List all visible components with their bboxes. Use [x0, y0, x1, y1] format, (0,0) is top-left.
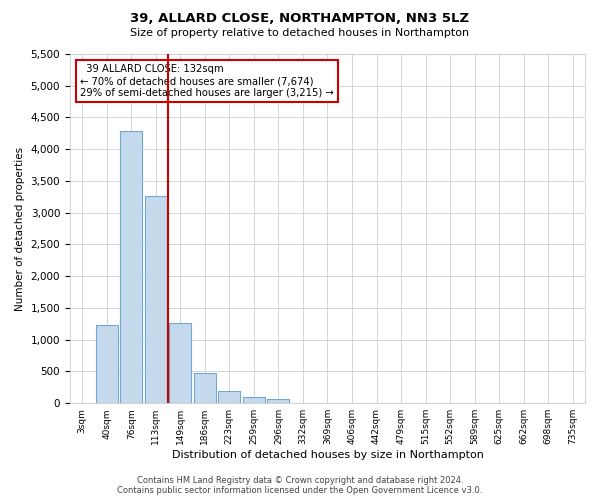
Bar — [145, 196, 167, 403]
Bar — [194, 374, 216, 403]
Bar — [218, 390, 241, 403]
Text: 39, ALLARD CLOSE, NORTHAMPTON, NN3 5LZ: 39, ALLARD CLOSE, NORTHAMPTON, NN3 5LZ — [130, 12, 470, 26]
Text: Contains HM Land Registry data © Crown copyright and database right 2024.
Contai: Contains HM Land Registry data © Crown c… — [118, 476, 482, 495]
Text: Size of property relative to detached houses in Northampton: Size of property relative to detached ho… — [130, 28, 470, 38]
Bar — [268, 400, 289, 403]
X-axis label: Distribution of detached houses by size in Northampton: Distribution of detached houses by size … — [172, 450, 484, 460]
Y-axis label: Number of detached properties: Number of detached properties — [15, 146, 25, 310]
Text: 39 ALLARD CLOSE: 132sqm
← 70% of detached houses are smaller (7,674)
29% of semi: 39 ALLARD CLOSE: 132sqm ← 70% of detache… — [80, 64, 334, 98]
Bar — [95, 325, 118, 403]
Bar — [243, 397, 265, 403]
Bar — [169, 323, 191, 403]
Bar — [120, 132, 142, 403]
